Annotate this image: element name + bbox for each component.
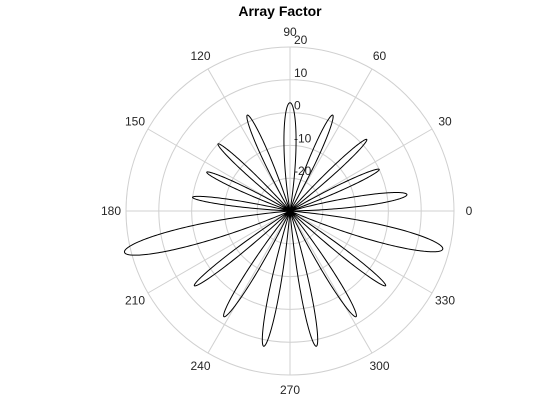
spoke-240 (207, 210, 291, 354)
r-tick-label: 10 (294, 66, 308, 80)
polar-grid (125, 46, 455, 376)
theta-tick-label: 240 (190, 359, 210, 373)
spoke-300 (289, 210, 373, 354)
theta-tick-label: 330 (435, 294, 455, 308)
r-tick-label: 0 (294, 99, 301, 113)
theta-tick-label: 150 (125, 115, 145, 129)
theta-tick-label: 0 (466, 204, 473, 218)
theta-tick-label: 210 (125, 294, 145, 308)
ring-0 (191, 112, 389, 310)
r-tick-label: -10 (294, 131, 312, 145)
theta-tick-label: 270 (280, 383, 300, 397)
theta-tick-label: 30 (438, 115, 452, 129)
polar-labels: 0 30 60 90 120 150 180 210 240 270 300 330 -20 -10 0 10… (101, 25, 473, 397)
theta-tick-label: 180 (101, 204, 121, 218)
theta-tick-label: 60 (373, 49, 387, 63)
ring--20 (256, 177, 324, 245)
theta-tick-label: 300 (369, 359, 389, 373)
ring-10 (158, 79, 422, 343)
r-tick-label: -20 (294, 164, 312, 178)
theta-tick-label: 120 (190, 49, 210, 63)
pattern-series (123, 102, 444, 347)
chart-title: Array Factor (238, 3, 322, 19)
outer-ring (125, 46, 455, 376)
theta-tick-label: 90 (283, 25, 297, 39)
array-factor-curve (123, 102, 444, 347)
spoke-330 (289, 210, 433, 294)
r-tick-label: 20 (294, 33, 308, 47)
ring--10 (223, 144, 357, 278)
spoke-210 (147, 210, 291, 294)
